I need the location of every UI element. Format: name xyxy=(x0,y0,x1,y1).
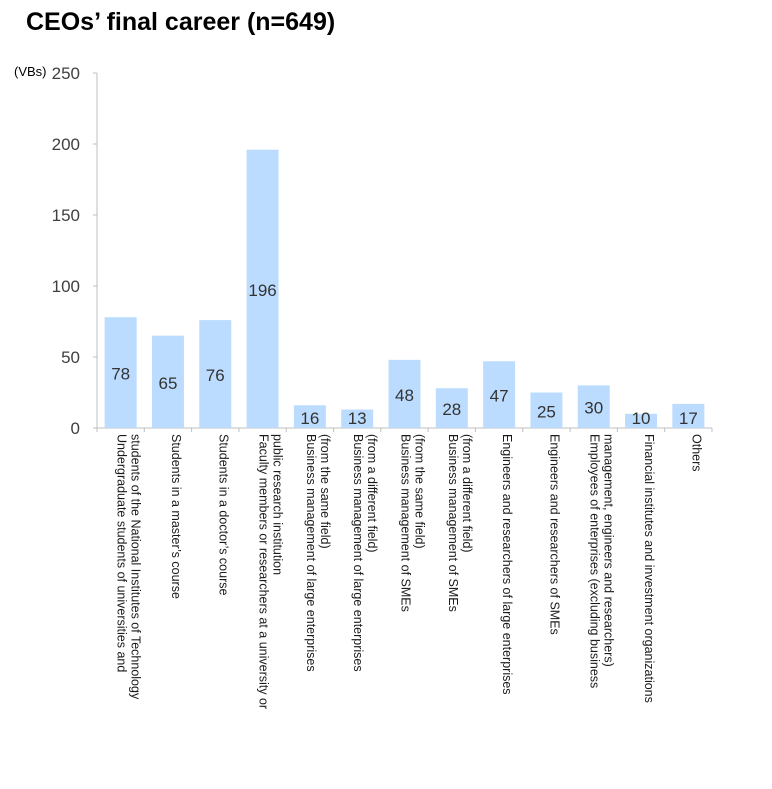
x-category-label: Engineers and researchers of SMEs xyxy=(547,434,561,635)
bar xyxy=(388,359,421,428)
x-category-label: Students in a master’s course xyxy=(169,434,183,599)
chart-title: CEOs’ final career (n=649) xyxy=(26,8,336,36)
bar xyxy=(246,149,279,428)
x-category-label: Financial institutes and investment orga… xyxy=(642,434,656,703)
y-tick-label: 200 xyxy=(52,135,80,154)
x-category-label: (from a different field) xyxy=(460,434,474,553)
x-category-label: management, engineers and researchers) xyxy=(602,434,616,667)
x-category-label: (from the same field) xyxy=(413,434,427,549)
bar xyxy=(483,361,516,428)
x-category-label: (from the same field) xyxy=(318,434,332,549)
bar-value-label: 48 xyxy=(395,386,414,405)
bar-value-label: 78 xyxy=(111,365,130,384)
bar xyxy=(577,385,610,428)
x-category-label: Business management of SMEs xyxy=(446,434,460,612)
bar-value-label: 30 xyxy=(584,399,603,418)
bar-value-label: 65 xyxy=(159,374,178,393)
x-category-label: Business management of SMEs xyxy=(399,434,413,612)
bar xyxy=(625,413,658,428)
bar-value-label: 17 xyxy=(679,409,698,428)
x-category-label: public research institution xyxy=(271,434,285,575)
bar xyxy=(341,409,374,428)
x-category-label: (from a different field) xyxy=(365,434,379,553)
y-tick-label: 150 xyxy=(52,206,80,225)
bar xyxy=(530,392,563,428)
bar-value-label: 10 xyxy=(632,409,651,428)
bar-value-label: 25 xyxy=(537,402,556,421)
x-category-label: Students in a doctor’s course xyxy=(216,434,230,595)
x-category-label: Undergraduate students of universities a… xyxy=(115,434,129,672)
x-category-label: students of the National Institutes of T… xyxy=(129,434,143,700)
bar-value-label: 28 xyxy=(442,400,461,419)
x-category-label: Business management of large enterprises xyxy=(304,434,318,672)
bar-value-label: 16 xyxy=(300,409,319,428)
bar xyxy=(435,388,468,428)
x-category-label: Business management of large enterprises xyxy=(351,434,365,672)
bar xyxy=(672,403,705,428)
x-category-label: Faculty members or researchers at a univ… xyxy=(257,434,271,709)
y-tick-label: 50 xyxy=(61,348,80,367)
bar xyxy=(104,317,137,428)
x-category-label: Employees of enterprises (excluding busi… xyxy=(588,434,602,688)
bar-value-label: 76 xyxy=(206,366,225,385)
y-tick-label: 250 xyxy=(52,64,80,83)
bar xyxy=(293,405,326,428)
x-category-label: Engineers and researchers of large enter… xyxy=(500,434,514,695)
x-category-label: Others xyxy=(689,434,703,472)
bar xyxy=(199,320,232,428)
y-tick-label: 0 xyxy=(71,419,80,438)
bar-value-label: 13 xyxy=(348,409,367,428)
y-tick-label: 100 xyxy=(52,277,80,296)
y-axis-unit-label: (VBs) xyxy=(14,64,47,79)
bar xyxy=(151,335,184,428)
bar-value-label: 47 xyxy=(490,387,509,406)
bar-value-label: 196 xyxy=(248,281,276,300)
